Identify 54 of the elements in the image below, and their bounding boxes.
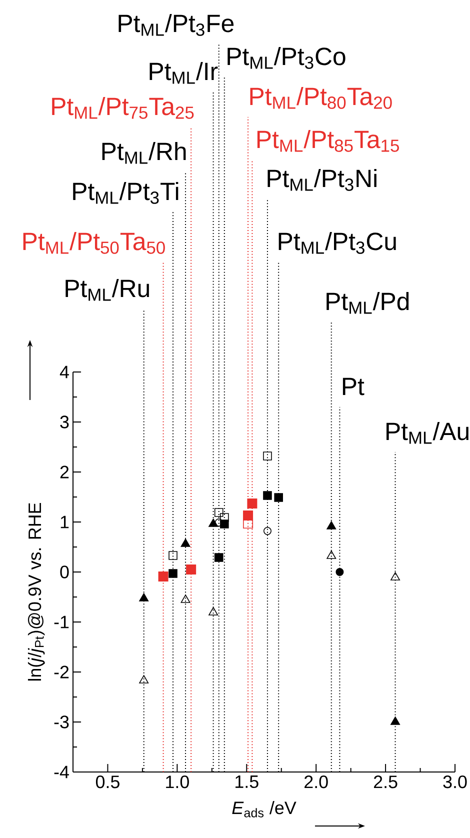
ref-line-label: Pt$_{ML}$/Rh xyxy=(102,142,186,164)
ref-line-label: Pt$_{ML}$/Pt$_{3}$Cu xyxy=(278,232,396,254)
point xyxy=(139,675,149,684)
y-tick-label: 3 xyxy=(60,416,69,428)
point xyxy=(263,527,272,535)
point xyxy=(390,572,400,580)
point xyxy=(274,493,283,502)
y-tick-label: 0 xyxy=(60,566,69,578)
x-axis-title: E$_{ads}$ /eV xyxy=(232,801,296,818)
point xyxy=(263,452,272,460)
y-tick-label: -3 xyxy=(54,716,69,728)
point xyxy=(139,593,149,602)
x-tick-label: 1.0 xyxy=(166,776,189,788)
point xyxy=(326,521,336,530)
point xyxy=(247,498,258,508)
point xyxy=(214,508,224,517)
ref-line-label: Pt xyxy=(342,378,364,396)
y-tick-label: -2 xyxy=(54,666,69,678)
ref-line-label: Pt$_{ML}$/Au xyxy=(386,422,468,444)
ref-line-label: Pt$_{ML}$/Pd xyxy=(326,292,409,314)
x-tick-label: 3.0 xyxy=(443,776,467,788)
ref-line-label: Pt$_{ML}$/Ru xyxy=(66,278,149,301)
y-tick-label: 4 xyxy=(60,366,69,378)
point xyxy=(390,716,400,725)
point xyxy=(168,551,178,560)
y-tick-label: 1 xyxy=(60,516,69,528)
point xyxy=(158,572,168,582)
x-tick-label: 2.0 xyxy=(304,776,328,788)
ref-line-label: Pt$_{ML}$/Pt$_{50}$Ta$_{50}$ xyxy=(23,232,165,254)
point xyxy=(208,607,218,616)
x-tick-label: 0.5 xyxy=(96,776,120,788)
ref-line-label: Pt$_{ML}$/Pt$_{3}$Fe xyxy=(118,14,234,36)
ref-line-label: Pt$_{ML}$/Pt$_{85}$Ta$_{15}$ xyxy=(257,130,399,152)
point xyxy=(214,553,224,562)
ref-line-label: Pt$_{ML}$/Pt$_{3}$Co xyxy=(228,46,346,69)
ref-line-label: Pt$_{ML}$/Pt$_{80}$Ta$_{20}$ xyxy=(250,86,392,109)
point xyxy=(208,518,218,527)
y-tick-label: -1 xyxy=(54,616,69,628)
point xyxy=(168,569,178,578)
ref-line-label: Pt$_{ML}$/Pt$_{3}$Ni xyxy=(268,168,376,191)
point xyxy=(180,538,190,547)
ref-line-label: Pt$_{ML}$/Ir xyxy=(150,62,218,84)
ref-line-label: Pt$_{ML}$/Pt$_{3}$Ti xyxy=(73,182,178,204)
point xyxy=(326,550,336,559)
x-tick-label: 1.5 xyxy=(236,776,258,788)
point xyxy=(336,568,344,576)
y-tick-label: 2 xyxy=(60,466,69,478)
point xyxy=(180,594,190,603)
x-tick-label: 2.5 xyxy=(374,776,398,788)
point xyxy=(263,491,272,500)
ref-line-label: Pt$_{ML}$/Pt$_{75}$Ta$_{25}$ xyxy=(52,96,194,119)
point xyxy=(243,518,254,528)
y-tick-label: -4 xyxy=(54,766,69,778)
point xyxy=(186,564,196,574)
